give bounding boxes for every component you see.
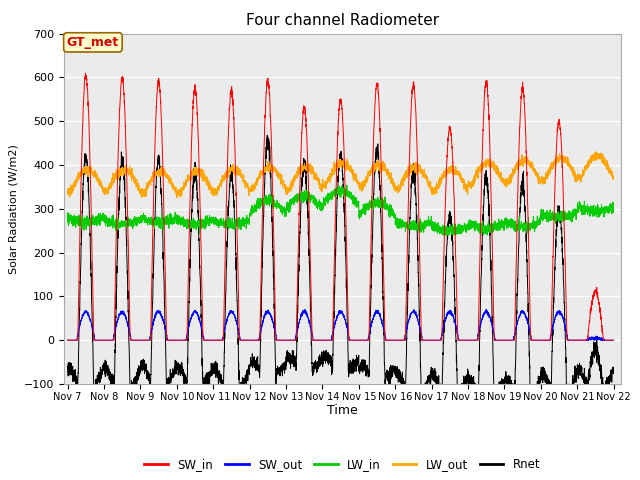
- Rnet: [609, 370, 617, 376]
- SW_in: [162, 298, 170, 304]
- LW_out: [64, 187, 72, 192]
- SW_in: [82, 71, 90, 76]
- SW_in: [610, 337, 618, 343]
- LW_out: [609, 175, 617, 181]
- SW_out: [64, 337, 72, 343]
- SW_out: [494, 337, 502, 343]
- SW_in: [463, 337, 471, 343]
- Y-axis label: Solar Radiation (W/m2): Solar Radiation (W/m2): [8, 144, 19, 274]
- LW_in: [320, 197, 328, 203]
- SW_in: [64, 337, 72, 343]
- SW_out: [162, 328, 170, 334]
- LW_out: [433, 191, 440, 197]
- Line: LW_in: LW_in: [68, 185, 614, 235]
- Line: LW_out: LW_out: [68, 152, 614, 198]
- Legend: SW_in, SW_out, LW_in, LW_out, Rnet: SW_in, SW_out, LW_in, LW_out, Rnet: [140, 454, 545, 476]
- SW_in: [494, 337, 502, 343]
- SW_out: [463, 337, 470, 343]
- SW_out: [320, 337, 328, 343]
- Rnet: [264, 132, 271, 138]
- SW_out: [433, 337, 440, 343]
- X-axis label: Time: Time: [327, 405, 358, 418]
- LW_in: [610, 209, 618, 215]
- LW_in: [463, 223, 471, 228]
- LW_in: [343, 182, 351, 188]
- Rnet: [610, 371, 618, 377]
- LW_in: [439, 232, 447, 238]
- LW_out: [610, 177, 618, 182]
- Rnet: [433, 373, 440, 379]
- LW_out: [321, 184, 328, 190]
- Line: SW_out: SW_out: [68, 309, 614, 340]
- LW_in: [609, 210, 617, 216]
- Rnet: [463, 372, 471, 378]
- Rnet: [321, 354, 328, 360]
- SW_out: [610, 337, 618, 343]
- Text: GT_met: GT_met: [67, 36, 119, 49]
- LW_in: [494, 221, 502, 227]
- Rnet: [64, 365, 72, 371]
- Title: Four channel Radiometer: Four channel Radiometer: [246, 13, 439, 28]
- SW_out: [483, 306, 490, 312]
- Rnet: [162, 348, 170, 354]
- SW_in: [609, 337, 617, 343]
- LW_out: [494, 167, 502, 173]
- LW_out: [463, 189, 471, 195]
- LW_out: [173, 195, 180, 201]
- SW_in: [321, 337, 328, 343]
- LW_in: [64, 214, 72, 219]
- SW_in: [433, 337, 440, 343]
- LW_in: [162, 218, 170, 224]
- Line: SW_in: SW_in: [68, 73, 614, 340]
- Rnet: [527, 406, 534, 412]
- LW_out: [162, 171, 170, 177]
- LW_in: [433, 227, 440, 232]
- LW_out: [593, 149, 600, 155]
- SW_out: [609, 337, 617, 343]
- Rnet: [494, 397, 502, 403]
- Line: Rnet: Rnet: [68, 135, 614, 409]
